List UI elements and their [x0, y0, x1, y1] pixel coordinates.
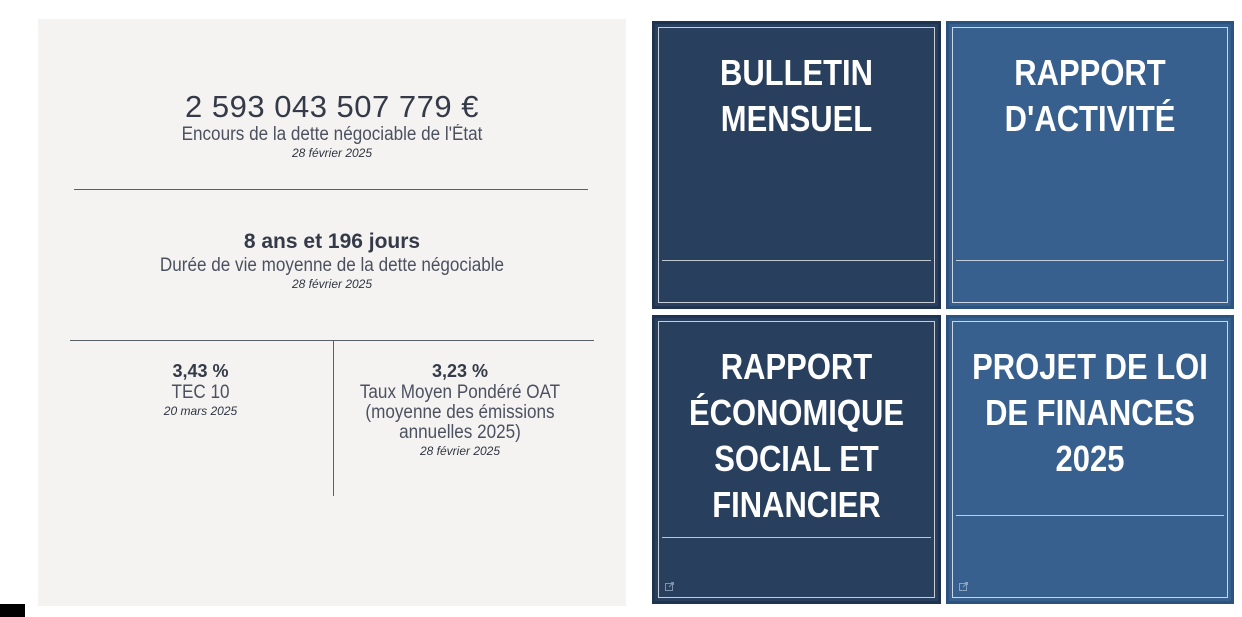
tile-rule [956, 515, 1224, 516]
oat-value: 3,23 % [431, 361, 489, 381]
duree-vie-date: 28 février 2025 [291, 277, 373, 291]
divider [74, 189, 588, 190]
encours-label: Encours de la dette négociable de l'État [181, 124, 483, 145]
oat-label-line2: (moyenne des émissions [365, 402, 555, 423]
tec10-date: 20 mars 2025 [163, 404, 238, 418]
tec10-label: TEC 10 [171, 382, 230, 403]
tile-title: RAPPORT D'ACTIVITÉ [1004, 52, 1176, 139]
encours-value: 2 593 043 507 779 € [185, 89, 479, 124]
external-link-icon [959, 582, 968, 591]
tec10-value: 3,43 % [172, 361, 229, 381]
oat-label-line3: annuelles 2025) [399, 422, 521, 443]
tile-rule [956, 260, 1224, 261]
debt-stats-panel: 2 593 043 507 779 € Encours de la dette … [38, 19, 626, 606]
tile-title: RAPPORT ÉCONOMIQUE SOCIAL ET FINANCIER [688, 346, 904, 525]
tile-rule [662, 260, 931, 261]
tile-rapport-economique[interactable]: RAPPORT ÉCONOMIQUE SOCIAL ET FINANCIER [652, 315, 941, 604]
tile-bulletin-mensuel[interactable]: BULLETIN MENSUEL [652, 21, 941, 309]
tile-title: BULLETIN MENSUEL [719, 52, 874, 139]
stat-tec10: 3,43 % TEC 10 20 mars 2025 [98, 359, 303, 419]
stat-encours: 2 593 043 507 779 € Encours de la dette … [38, 90, 626, 161]
tile-title: PROJET DE LOI DE FINANCES 2025 [972, 346, 1208, 479]
stat-taux-oat: 3,23 % Taux Moyen Pondéré OAT (moyenne d… [344, 359, 576, 459]
duree-vie-label: Durée de vie moyenne de la dette négocia… [159, 255, 505, 276]
corner-mark [0, 604, 25, 617]
encours-date: 28 février 2025 [291, 146, 373, 160]
tile-rapport-activite[interactable]: RAPPORT D'ACTIVITÉ [946, 21, 1234, 309]
external-link-icon [665, 582, 674, 591]
duree-vie-value: 8 ans et 196 jours [243, 230, 421, 253]
tile-projet-loi-finances[interactable]: PROJET DE LOI DE FINANCES 2025 [946, 315, 1234, 604]
vertical-divider [333, 340, 334, 496]
oat-label-line1: Taux Moyen Pondéré OAT [359, 382, 561, 403]
oat-date: 28 février 2025 [419, 444, 501, 458]
stat-duree-vie: 8 ans et 196 jours Durée de vie moyenne … [38, 229, 626, 292]
divider [70, 340, 594, 341]
tile-rule [662, 537, 931, 538]
